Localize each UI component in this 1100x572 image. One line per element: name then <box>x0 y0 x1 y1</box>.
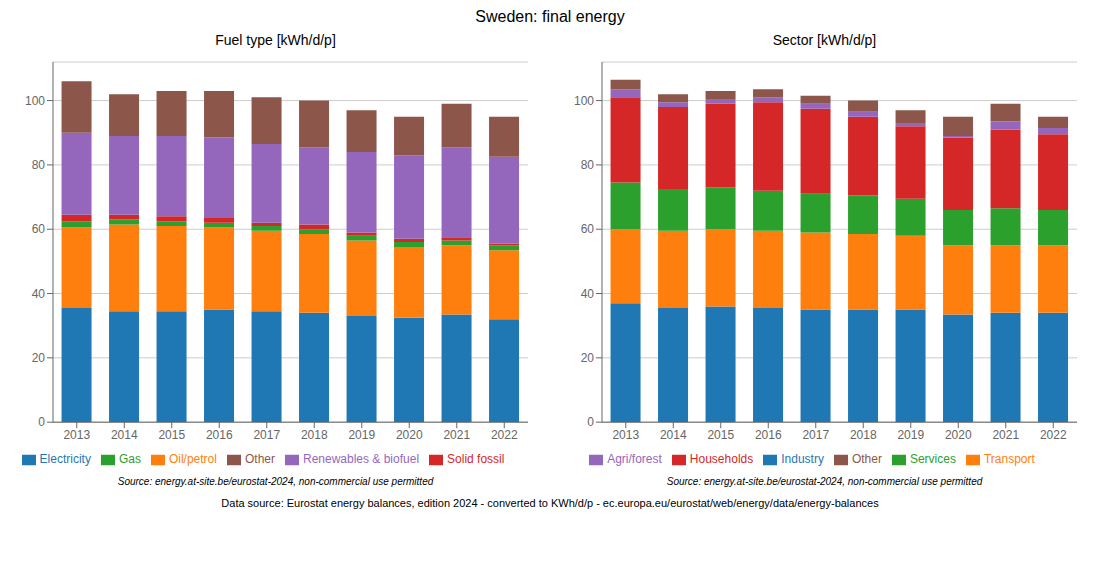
svg-text:2018: 2018 <box>301 428 328 442</box>
html-text:Agri/forest: Agri/forest <box>607 452 662 467</box>
svg-text:2020: 2020 <box>396 428 423 442</box>
html-text:Source: energy.at-site.be/euro: Source: energy.at-site.be/eurostat-2024,… <box>117 476 434 487</box>
html-text:Oil/petrol: Oil/petrol <box>168 452 217 467</box>
svg-text:80: 80 <box>581 158 595 172</box>
html-text:Renewables & biofuel: Renewables & biofuel <box>303 452 420 467</box>
html-text:Transport: Transport <box>983 452 1035 467</box>
svg-text:2021: 2021 <box>992 428 1019 442</box>
svg-text:2021: 2021 <box>443 428 470 442</box>
svg-text:2013: 2013 <box>612 428 639 442</box>
svg-text:80: 80 <box>32 158 46 172</box>
html-text:Data source: Eurostat energy b: Data source: Eurostat energy balances, e… <box>221 497 879 509</box>
html-text:Sector [kWh/d/p]: Sector [kWh/d/p] <box>772 32 877 48</box>
svg-text:2014: 2014 <box>660 428 687 442</box>
html-text:Other: Other <box>245 452 275 467</box>
svg-text:2013: 2013 <box>63 428 90 442</box>
html-text:Services: Services <box>909 452 956 467</box>
html-text:Sweden: final energy: Sweden: final energy <box>475 8 625 25</box>
svg-text:2022: 2022 <box>491 428 518 442</box>
html-text:Source: energy.at-site.be/euro: Source: energy.at-site.be/eurostat-2024,… <box>666 476 983 487</box>
svg-text:40: 40 <box>32 287 46 301</box>
svg-text:40: 40 <box>581 287 595 301</box>
html-text:Gas: Gas <box>118 452 141 467</box>
svg-text:2017: 2017 <box>802 428 829 442</box>
html-text:Fuel type [kWh/d/p]: Fuel type [kWh/d/p] <box>215 32 336 48</box>
svg-text:2019: 2019 <box>897 428 924 442</box>
svg-text:2017: 2017 <box>253 428 280 442</box>
svg-text:2016: 2016 <box>755 428 782 442</box>
html-text:Electricity: Electricity <box>39 452 91 467</box>
svg-text:2019: 2019 <box>348 428 375 442</box>
svg-text:60: 60 <box>581 222 595 236</box>
svg-text:2014: 2014 <box>111 428 138 442</box>
svg-text:20: 20 <box>581 351 595 365</box>
svg-text:2022: 2022 <box>1040 428 1067 442</box>
html-text:Households: Households <box>689 452 754 467</box>
svg-text:0: 0 <box>38 415 45 429</box>
svg-text:60: 60 <box>32 222 46 236</box>
svg-text:0: 0 <box>587 415 594 429</box>
svg-text:2015: 2015 <box>707 428 734 442</box>
svg-text:100: 100 <box>574 94 594 108</box>
svg-text:2018: 2018 <box>850 428 877 442</box>
svg-text:2020: 2020 <box>945 428 972 442</box>
svg-text:2015: 2015 <box>158 428 185 442</box>
svg-text:20: 20 <box>32 351 46 365</box>
html-text:Solid fossil: Solid fossil <box>447 452 505 467</box>
html-text:Industry: Industry <box>781 452 824 467</box>
html-text:Other: Other <box>851 452 882 467</box>
svg-text:2016: 2016 <box>206 428 233 442</box>
svg-text:100: 100 <box>25 94 45 108</box>
